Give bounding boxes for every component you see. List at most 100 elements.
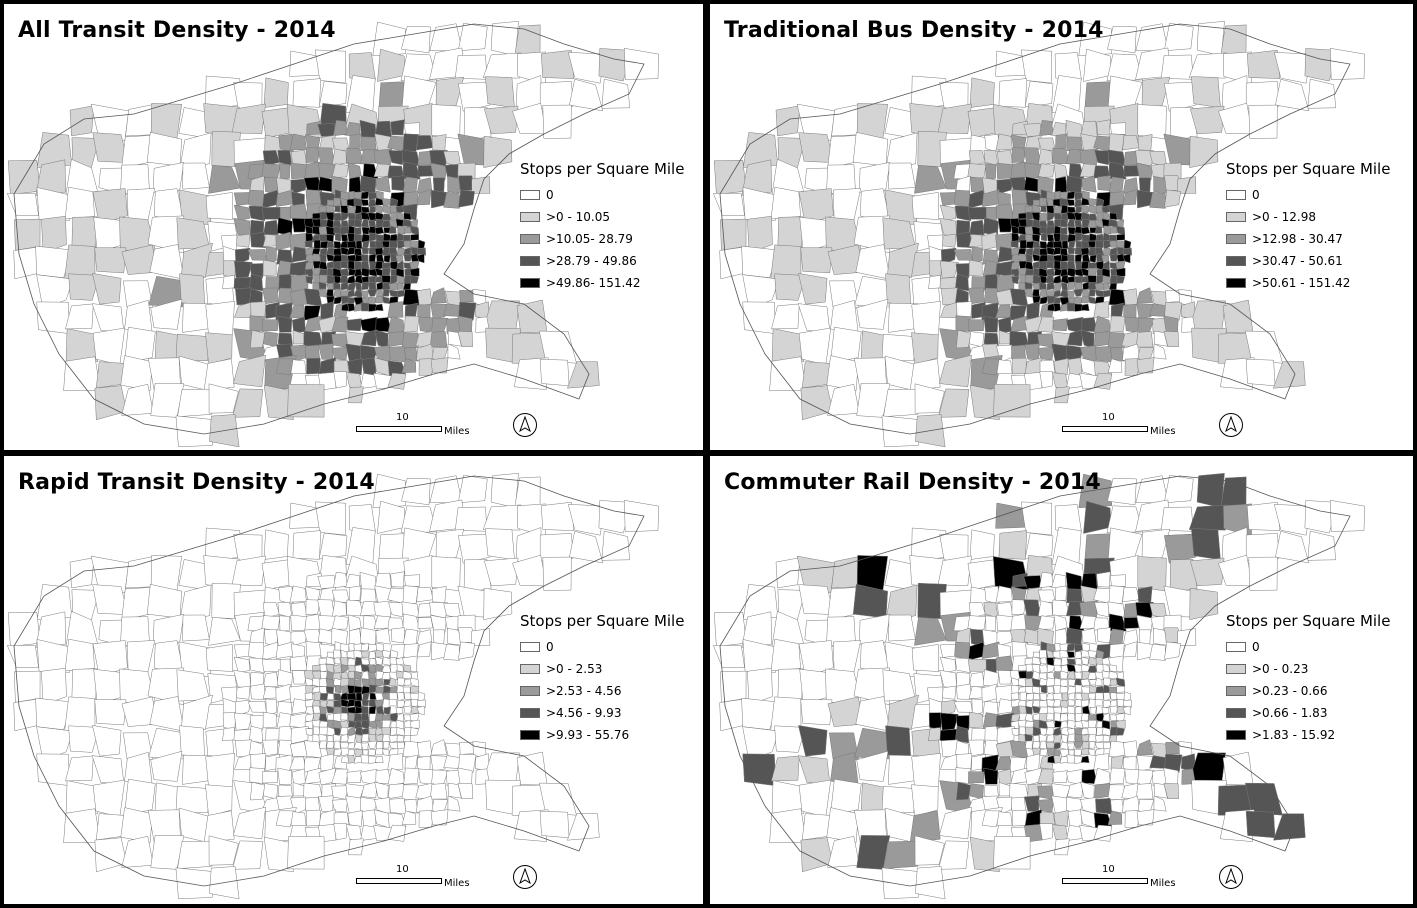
map-region — [1330, 500, 1365, 532]
map-region — [69, 557, 95, 589]
map-region — [720, 218, 747, 251]
map-region — [36, 753, 70, 786]
map-region — [1122, 740, 1139, 758]
map-region — [601, 530, 630, 561]
map-region — [1136, 614, 1153, 633]
map-region — [1107, 358, 1123, 373]
map-region — [797, 755, 831, 785]
choropleth-map — [6, 473, 659, 900]
map-region — [402, 734, 411, 743]
map-region — [305, 276, 314, 285]
map-region — [1108, 585, 1125, 604]
map-region — [983, 739, 999, 757]
map-region — [396, 211, 404, 221]
map-region — [1245, 533, 1280, 562]
map-region — [339, 726, 349, 736]
map-region — [1103, 692, 1111, 702]
map-region — [996, 602, 1014, 618]
map-region — [463, 107, 492, 141]
map-region — [262, 259, 277, 277]
map-region — [1080, 755, 1090, 763]
map-region — [1095, 692, 1104, 702]
map-region — [1032, 651, 1040, 658]
map-region — [313, 691, 321, 702]
map-region — [291, 246, 308, 263]
map-region — [1219, 357, 1255, 390]
map-region — [1075, 684, 1084, 694]
map-region — [1220, 24, 1247, 55]
map-region — [1107, 784, 1125, 800]
map-region — [459, 742, 475, 755]
map-region — [249, 315, 265, 332]
map-region — [275, 810, 295, 828]
map-region — [382, 748, 390, 756]
map-region — [175, 785, 212, 814]
map-region — [747, 667, 773, 706]
map-region — [222, 260, 236, 278]
map-region — [312, 218, 322, 228]
map-region — [941, 699, 957, 717]
map-region — [36, 274, 74, 310]
legend-swatch — [1226, 730, 1246, 740]
legend-item: >0 - 0.23 — [1226, 658, 1390, 680]
map-region — [457, 783, 473, 799]
map-region — [1066, 191, 1076, 200]
map-region — [431, 586, 447, 603]
map-region — [250, 231, 266, 248]
map-region — [368, 671, 377, 681]
map-region — [403, 212, 412, 220]
map-region — [956, 231, 972, 248]
north-arrow-icon — [1219, 865, 1243, 889]
map-region — [208, 835, 239, 866]
map-region — [1088, 748, 1096, 756]
map-region — [92, 779, 126, 818]
map-region — [63, 808, 101, 844]
map-region — [911, 644, 939, 672]
map-region — [203, 810, 235, 843]
map-region — [1109, 315, 1126, 333]
map-region — [1087, 240, 1096, 249]
map-region — [404, 574, 420, 587]
map-region — [418, 316, 434, 333]
map-region — [1053, 206, 1062, 215]
map-region — [938, 388, 970, 418]
map-region — [1115, 719, 1126, 729]
map-region — [334, 684, 341, 694]
map-region — [290, 726, 309, 745]
map-region — [375, 296, 385, 304]
map-region — [397, 290, 405, 298]
map-region — [909, 810, 941, 843]
map-region — [289, 655, 308, 671]
map-region — [513, 809, 549, 842]
map-region — [390, 119, 405, 136]
legend-swatch — [520, 686, 540, 696]
map-region — [1053, 297, 1063, 305]
map-region — [248, 641, 265, 661]
map-region — [416, 740, 433, 758]
map-region — [1108, 282, 1117, 291]
legend-swatch — [1226, 256, 1246, 266]
map-region — [320, 753, 334, 772]
map-region — [1060, 664, 1069, 673]
map-region — [1102, 282, 1111, 290]
map-region — [375, 748, 385, 756]
map-region — [429, 23, 463, 51]
map-region — [391, 627, 405, 643]
legend-label: >0.66 - 1.83 — [1252, 706, 1328, 720]
map-region — [382, 289, 390, 297]
map-region — [885, 725, 911, 757]
map-region — [374, 204, 383, 214]
map-region — [1095, 798, 1113, 815]
map-region — [331, 627, 348, 646]
map-region — [261, 206, 281, 220]
map-region — [1141, 528, 1171, 564]
map-region — [180, 694, 213, 732]
map-region — [319, 288, 327, 298]
map-region — [1136, 287, 1154, 304]
map-region — [1024, 261, 1034, 271]
map-region — [1109, 274, 1118, 285]
legend-swatch — [520, 278, 540, 288]
map-region — [1067, 781, 1084, 799]
map-region — [263, 529, 289, 560]
map-region — [326, 234, 334, 243]
